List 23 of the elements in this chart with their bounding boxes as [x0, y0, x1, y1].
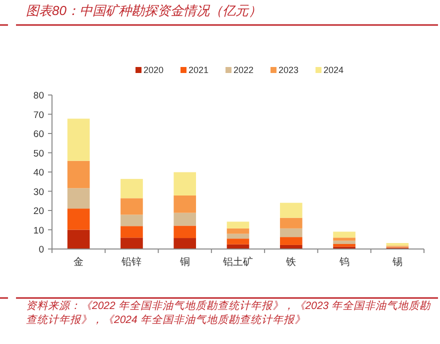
x-tick-label: 铅锌: [120, 256, 142, 268]
legend-label: 2020: [144, 65, 164, 75]
x-tick-label: 铁: [285, 256, 296, 268]
legend-label: 2024: [324, 65, 344, 75]
x-tick-label: 钨: [338, 257, 350, 268]
y-tick-label: 70: [33, 110, 44, 121]
legend-label: 2021: [188, 65, 209, 75]
y-tick-label: 40: [33, 168, 44, 178]
y-tick-label: 20: [33, 206, 44, 217]
y-tick-label: 50: [33, 148, 44, 160]
y-tick-label: 30: [33, 186, 44, 198]
y-tick-label: 0: [38, 244, 44, 256]
x-tick-label: 金: [74, 256, 84, 268]
legend-label: 2022: [234, 65, 254, 75]
x-tick-label: 铜: [178, 257, 190, 268]
chart-title: 图表80：中国矿种勘探资金情况（亿元）: [26, 2, 262, 20]
x-tick-label: 锡: [391, 257, 402, 268]
y-tick-label: 60: [33, 129, 44, 140]
x-tick-label: 铝土矿: [222, 256, 253, 268]
text: 资料来源：《2022 年全国非油气地质勘查统计年报》，《2023 年全国非油气地质勘查统计年报》，《2024 年全国非油气地质勘查统计年报》: [26, 300, 432, 327]
legend-label: 2023: [278, 65, 299, 75]
y-tick-label: 80: [33, 90, 44, 102]
y-tick-label: 10: [33, 225, 44, 236]
